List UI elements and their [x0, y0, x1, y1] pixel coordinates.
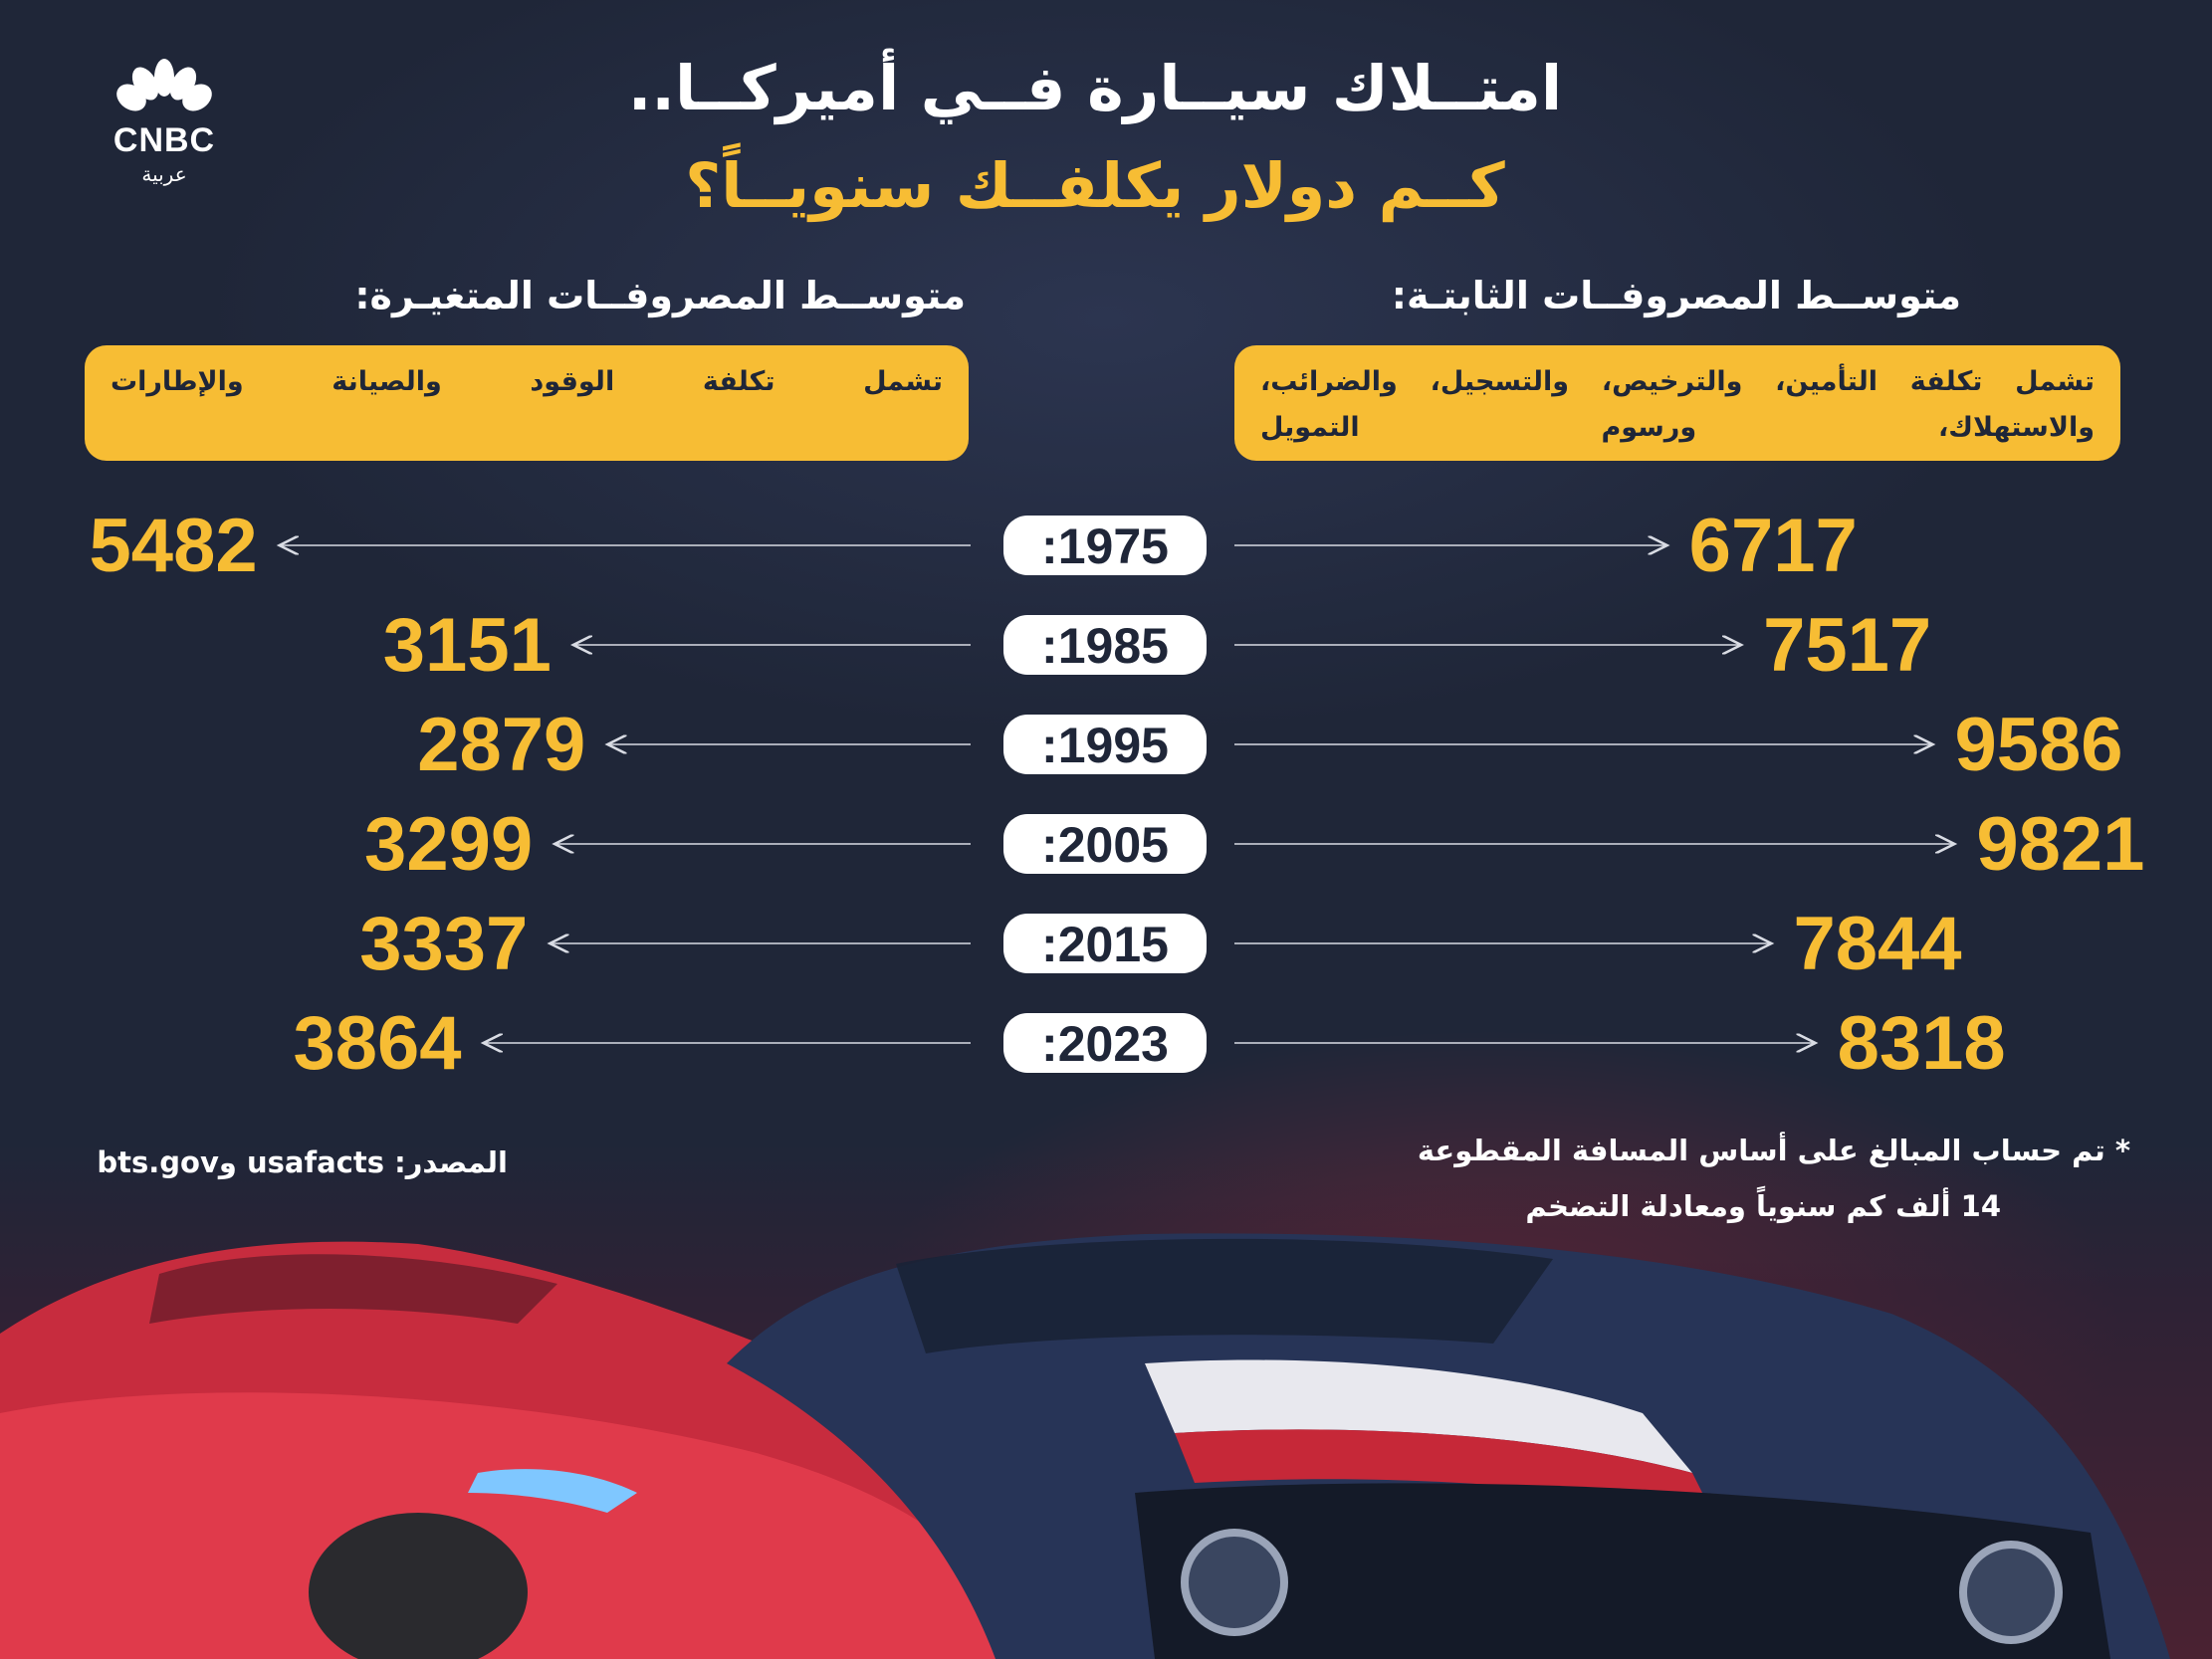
fixed-value-2023: 8318 [1838, 1001, 2006, 1086]
year-label-2015: :2015 [1041, 917, 1169, 972]
variable-value-1985: 3151 [383, 603, 552, 688]
muscle-car-headlight-left [1181, 1529, 1288, 1636]
logo-text: CNBC [112, 121, 216, 159]
calculation-footnote-line1: * تم حساب المبالغ على أساس المسافة المقط… [1417, 1134, 2130, 1167]
variable-expenses-heading: متوســط المصروفــات المتغيـرة: [354, 274, 966, 317]
red-car-headlight [468, 1469, 637, 1513]
variable-value-2015: 3337 [359, 902, 528, 986]
muscle-car-headlight-right [1959, 1541, 2063, 1644]
variable-value-2023: 3864 [293, 1001, 461, 1086]
page-title: امتــلاك سيــارة فــي أميركــا.. [627, 52, 1563, 124]
fixed-value-1985: 7517 [1763, 603, 1931, 688]
peacock-icon [116, 59, 212, 111]
fixed-value-1975: 6717 [1689, 504, 1858, 588]
page-subtitle: كــم دولار يكلفــك سنويــاً؟ [685, 149, 1505, 222]
variable-expenses-note: تشمل تكلفة الوقود والصيانة والإطارات [85, 345, 969, 461]
year-pill-2023 [1003, 1013, 1207, 1073]
variable-value-2005: 3299 [364, 802, 533, 887]
red-car-wheel [309, 1513, 528, 1659]
variable-value-1975: 5482 [90, 504, 258, 588]
muscle-car-stripe-white [1145, 1359, 1692, 1473]
fixed-value-2005: 9821 [1976, 802, 2144, 887]
year-label-1995: :1995 [1041, 718, 1169, 773]
fixed-expenses-heading: متوســط المصروفــات الثابتـة: [1391, 274, 1961, 317]
source-footnote: المصدر: usafacts وbts.gov [97, 1145, 508, 1179]
year-pill-1985 [1003, 615, 1207, 675]
fixed-value-2015: 7844 [1793, 902, 1961, 986]
variable-value-1995: 2879 [417, 703, 585, 787]
year-pill-2015 [1003, 914, 1207, 973]
muscle-car-grille [1135, 1483, 2110, 1659]
year-pill-2005 [1003, 814, 1207, 874]
muscle-car-windshield [896, 1238, 1553, 1353]
logo-subtext: عربية [141, 162, 187, 186]
calculation-footnote-line2: 14 ألف كم سنوياً ومعادلة التضخم [1525, 1189, 2001, 1223]
fixed-expenses-note: تشمل تكلفة التأمين، والترخيص، والتسجيل، … [1234, 345, 2120, 461]
year-pill-1995 [1003, 715, 1207, 774]
year-label-2023: :2023 [1041, 1016, 1169, 1072]
red-car-hood [0, 1392, 1035, 1659]
fixed-value-1995: 9586 [1954, 703, 2122, 787]
cnbc-logo: CNBC عربية [100, 58, 229, 186]
year-label-1975: :1975 [1041, 518, 1169, 574]
red-car-windshield [149, 1254, 557, 1324]
year-label-2005: :2005 [1041, 817, 1169, 873]
year-pill-1975 [1003, 516, 1207, 575]
year-label-1985: :1985 [1041, 618, 1169, 674]
calculation-footnote: * تم حساب المبالغ على أساس المسافة المقط… [1195, 1123, 2130, 1234]
